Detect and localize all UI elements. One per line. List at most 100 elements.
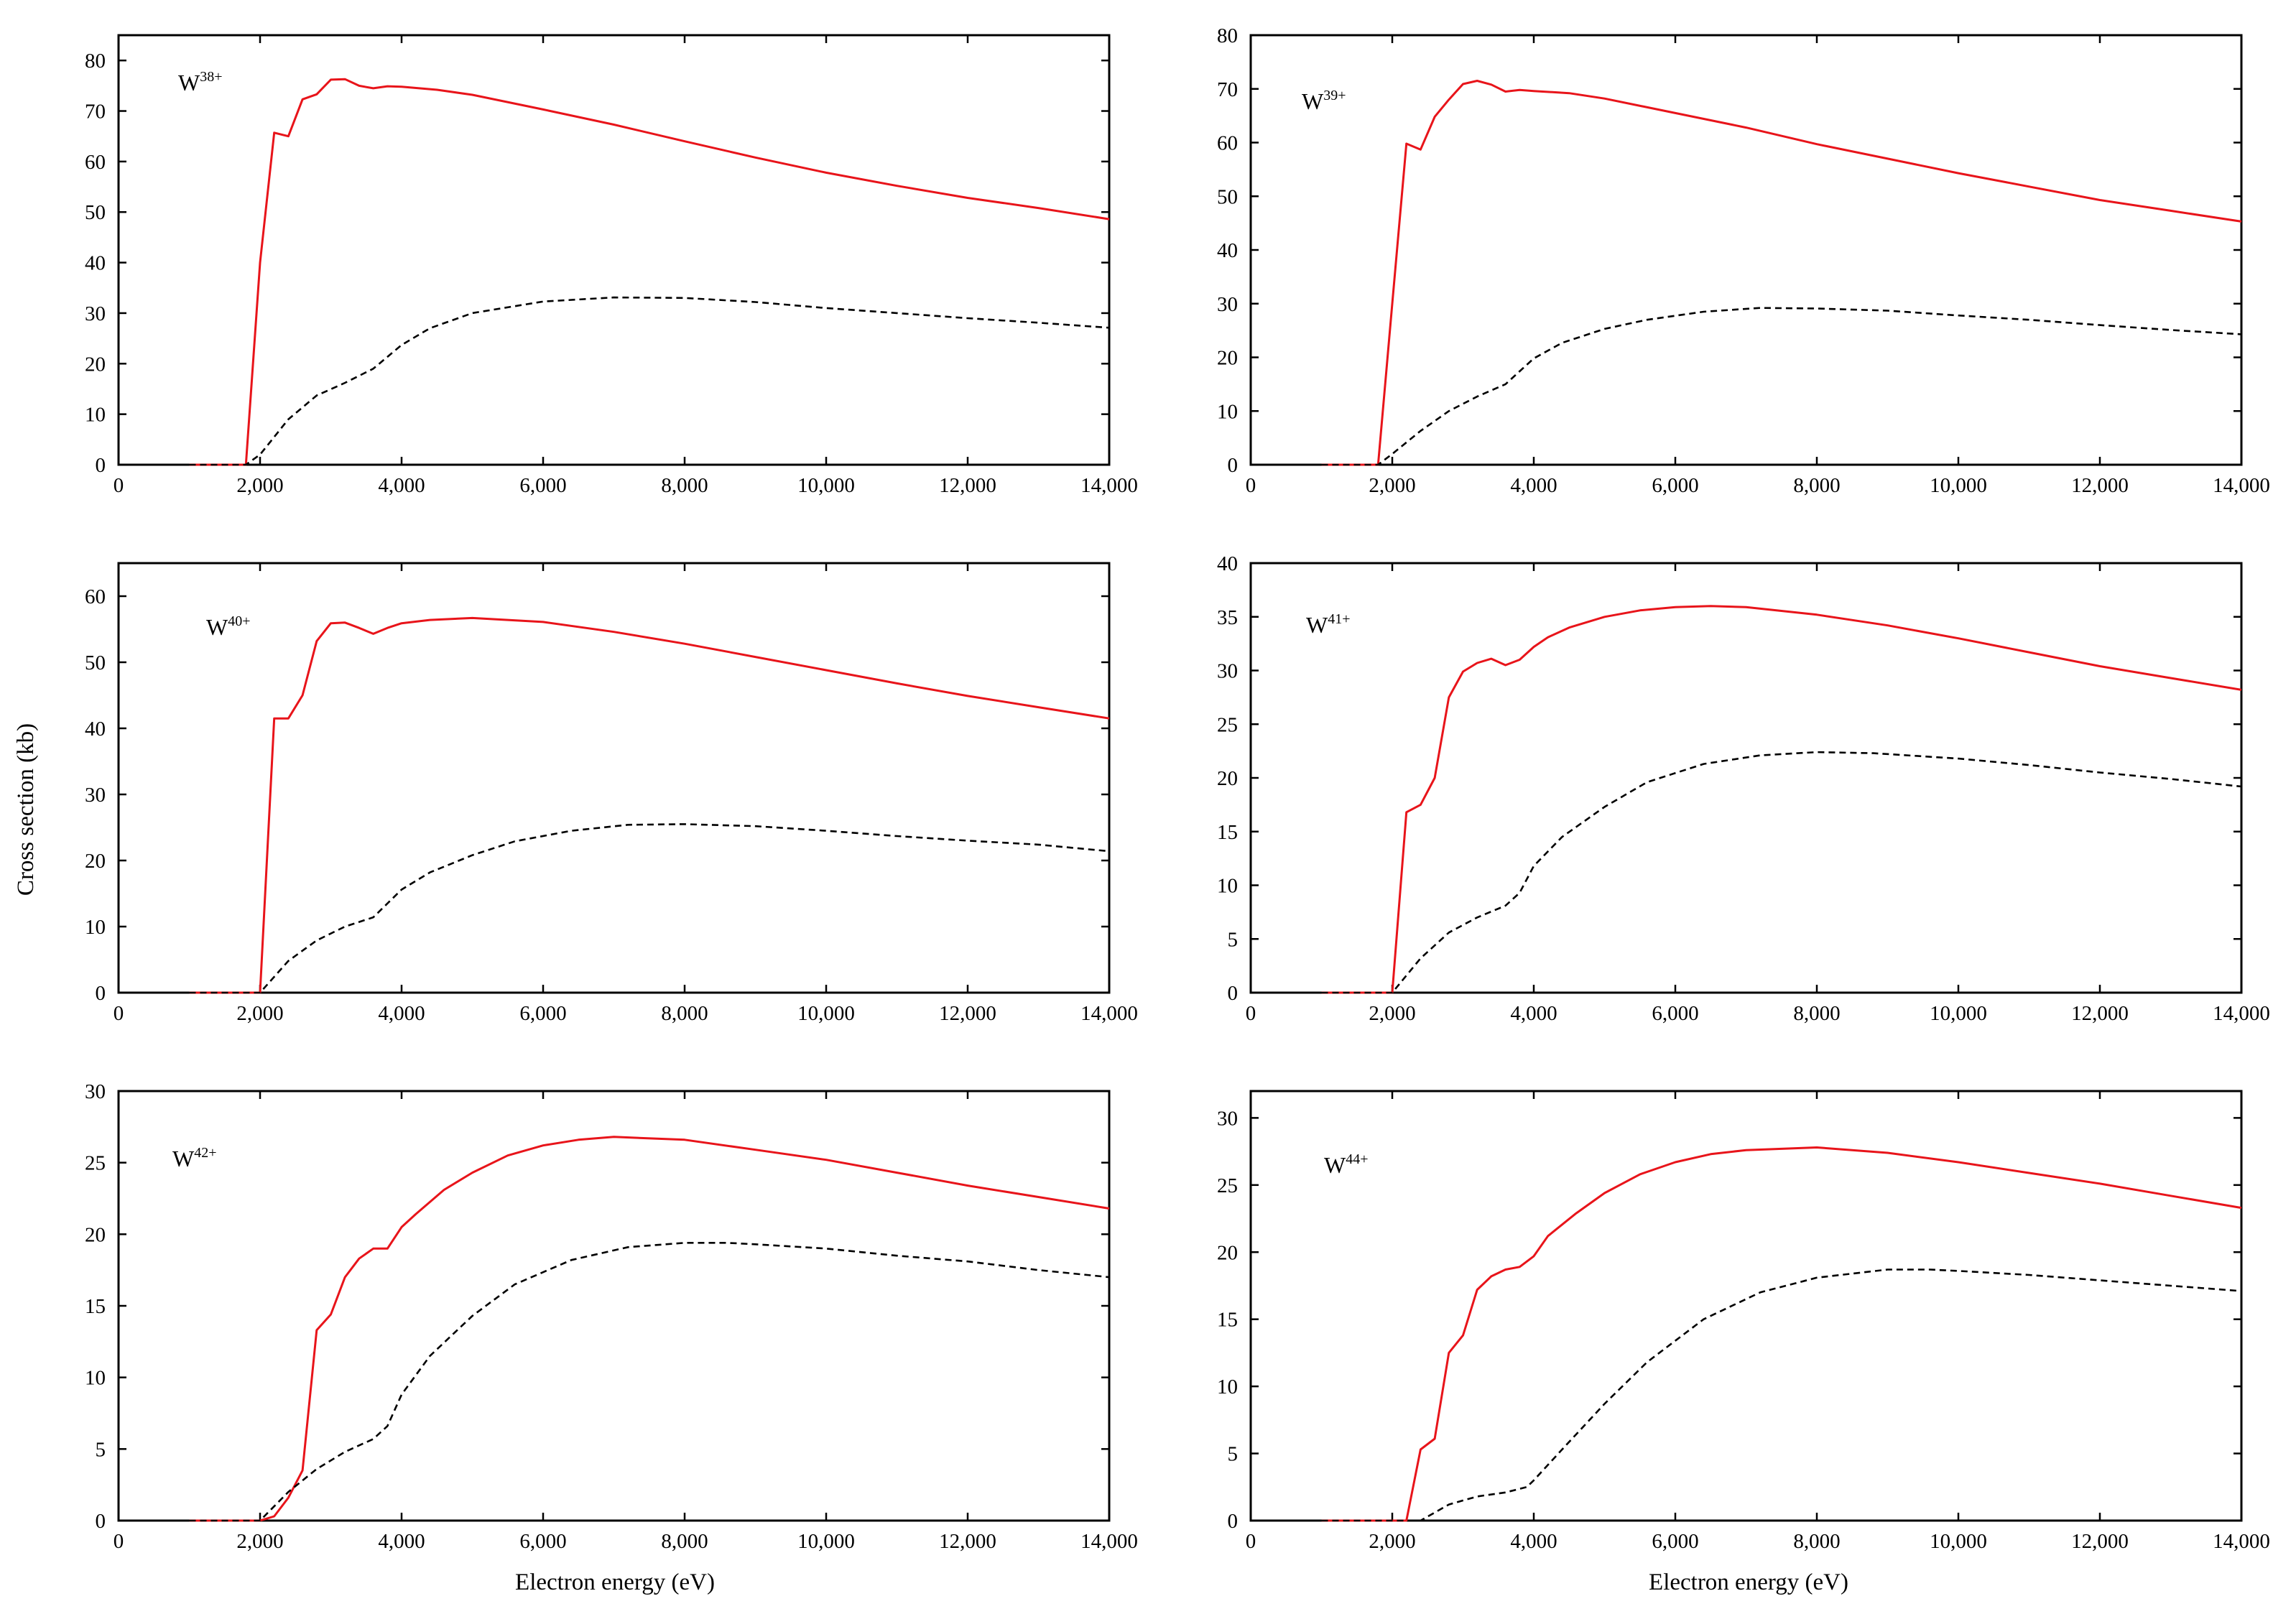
y-axis-title: Cross section (kb) (13, 723, 39, 896)
y-tick-label: 30 (85, 784, 106, 807)
x-tick-label: 0 (1246, 474, 1256, 497)
y-tick-label: 30 (85, 1080, 106, 1103)
x-tick-label: 4,000 (1510, 1002, 1557, 1025)
x-tick-label: 12,000 (939, 474, 996, 497)
ion-label: W40+ (206, 613, 250, 640)
chart-panel-w40: 0 2,000 4,000 6,000 8,000 10,000 12,000 14,000 0… (85, 562, 1138, 1025)
y-tick-label: 5 (1228, 1443, 1239, 1466)
y-tick-label: 70 (85, 101, 106, 124)
y-tick-label: 10 (1217, 1376, 1238, 1398)
x-tick-label: 10,000 (797, 474, 855, 497)
y-tick-label: 40 (1217, 239, 1238, 262)
y-tick-label: 35 (1217, 606, 1238, 629)
x-tick-label: 0 (1246, 1530, 1256, 1553)
x-tick-label: 10,000 (1930, 1002, 1987, 1025)
ion-label-base: W (178, 70, 200, 96)
ion-label: W41+ (1306, 611, 1350, 638)
series-line-dashed (1321, 307, 2242, 466)
x-tick-label: 2,000 (236, 474, 283, 497)
ion-label-charge: 39+ (1323, 88, 1346, 103)
series-line-dashed (189, 296, 1110, 466)
y-tick-label: 0 (1228, 1510, 1239, 1533)
x-tick-label: 6,000 (1652, 1530, 1698, 1553)
x-tick-label: 4,000 (1510, 474, 1557, 497)
series-line-solid (189, 1136, 1110, 1522)
x-tick-label: 14,000 (1080, 1530, 1138, 1553)
plot-frame (117, 562, 1111, 994)
y-tick-label: 70 (1217, 78, 1238, 101)
ion-label-charge: 40+ (228, 613, 250, 629)
y-tick-label: 20 (1217, 347, 1238, 370)
y-tick-label: 30 (1217, 660, 1238, 683)
y-tick-label: 0 (1228, 454, 1239, 477)
y-tick-label: 40 (85, 252, 106, 275)
x-tick-label: 2,000 (1369, 1002, 1415, 1025)
ion-label: W42+ (172, 1145, 216, 1172)
y-tick-label: 15 (1217, 821, 1238, 844)
y-tick-label: 40 (1217, 552, 1238, 575)
y-tick-label: 0 (1228, 982, 1239, 1005)
y-tick-label: 0 (96, 982, 106, 1005)
x-tick-label: 14,000 (1080, 474, 1138, 497)
series-line-dashed (189, 1242, 1110, 1522)
x-tick-label: 12,000 (2071, 1002, 2129, 1025)
x-tick-label: 6,000 (1652, 1002, 1698, 1025)
x-tick-label: 0 (114, 1002, 124, 1025)
y-tick-label: 50 (85, 201, 106, 224)
series-line-dashed (1321, 1268, 2242, 1522)
y-tick-label: 25 (85, 1152, 106, 1175)
y-tick-label: 20 (85, 850, 106, 873)
ion-label-base: W (1302, 88, 1324, 114)
series-line-dashed (189, 823, 1110, 994)
y-tick-label: 60 (85, 585, 106, 608)
x-tick-label: 8,000 (661, 1002, 708, 1025)
plot-frame (117, 1090, 1111, 1522)
plot-frame (117, 34, 1111, 466)
x-tick-label: 14,000 (2213, 1002, 2270, 1025)
x-tick-label: 2,000 (236, 1002, 283, 1025)
ion-label-charge: 41+ (1328, 611, 1350, 627)
y-tick-label: 15 (1217, 1309, 1238, 1332)
series-line-solid (1321, 605, 2242, 994)
y-tick-label: 30 (1217, 1107, 1238, 1130)
chart-panel-w41: 0 2,000 4,000 6,000 8,000 10,000 12,000 14,000 0… (1217, 552, 2270, 1025)
series-line-dashed (1321, 751, 2242, 994)
y-tick-label: 5 (1228, 928, 1239, 951)
series-line-solid (189, 616, 1110, 994)
ion-label: W44+ (1324, 1151, 1368, 1178)
x-tick-label: 6,000 (1652, 474, 1698, 497)
ion-label-charge: 44+ (1346, 1151, 1368, 1167)
x-tick-label: 2,000 (1369, 1530, 1415, 1553)
x-tick-label: 10,000 (797, 1002, 855, 1025)
x-axis-title-left: Electron energy (eV) (515, 1569, 715, 1595)
x-tick-label: 4,000 (378, 474, 425, 497)
ion-label-charge: 42+ (194, 1145, 216, 1161)
y-tick-label: 0 (96, 454, 106, 477)
y-tick-label: 60 (1217, 132, 1238, 155)
x-tick-label: 8,000 (1793, 1002, 1840, 1025)
y-tick-label: 50 (85, 651, 106, 674)
series-line-solid (189, 78, 1110, 466)
x-tick-label: 4,000 (1510, 1530, 1557, 1553)
ion-label-base: W (172, 1146, 195, 1172)
x-tick-label: 12,000 (939, 1002, 996, 1025)
x-tick-label: 14,000 (1080, 1002, 1138, 1025)
x-tick-label: 6,000 (519, 1530, 566, 1553)
x-tick-label: 6,000 (519, 1002, 566, 1025)
y-tick-label: 20 (85, 1223, 106, 1246)
x-tick-label: 12,000 (939, 1530, 996, 1553)
plot-frame (1249, 1090, 2243, 1522)
chart-panels: 0 2,000 4,000 6,000 8,000 10,000 12,000 14,000 0… (85, 24, 2270, 1553)
ion-label-base: W (1324, 1152, 1346, 1178)
y-tick-label: 10 (1217, 400, 1238, 423)
y-tick-label: 0 (96, 1510, 106, 1533)
ion-label-base: W (1306, 612, 1328, 638)
x-tick-label: 10,000 (1930, 474, 1987, 497)
y-tick-label: 50 (1217, 185, 1238, 208)
chart-panel-w39: 0 2,000 4,000 6,000 8,000 10,000 12,000 14,000 0… (1217, 24, 2270, 497)
x-tick-label: 0 (114, 1530, 124, 1553)
x-tick-label: 8,000 (1793, 474, 1840, 497)
y-tick-label: 10 (85, 404, 106, 427)
plot-frame (1249, 34, 2243, 466)
y-tick-label: 80 (85, 50, 106, 73)
